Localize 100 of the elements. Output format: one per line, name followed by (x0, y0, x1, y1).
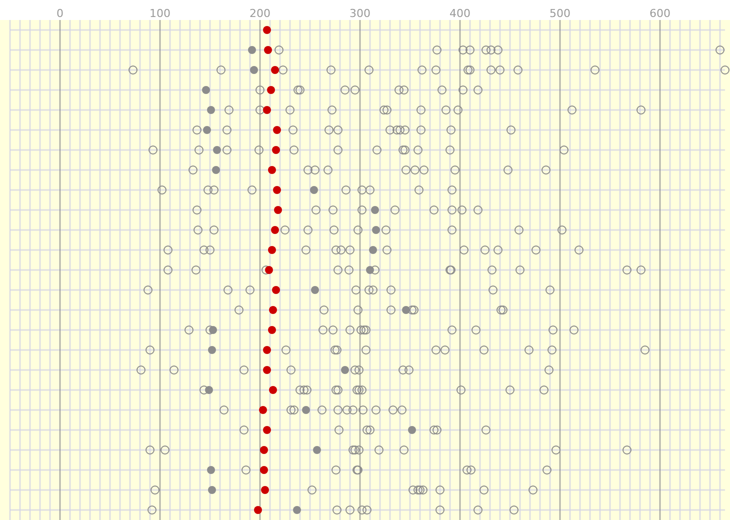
point (208, 346, 216, 354)
point (304, 226, 312, 234)
point (358, 386, 366, 394)
point (267, 86, 275, 94)
point (430, 426, 438, 434)
point (340, 86, 350, 94)
point (488, 286, 498, 294)
point (269, 306, 277, 314)
point (358, 506, 366, 514)
point (382, 226, 390, 234)
point (203, 126, 211, 134)
point (328, 326, 338, 334)
point (418, 486, 428, 494)
point (273, 186, 281, 194)
point (146, 446, 154, 454)
point (432, 426, 442, 434)
point (220, 406, 228, 414)
point (302, 406, 310, 414)
point (268, 166, 276, 174)
point (324, 126, 334, 134)
point (330, 226, 338, 234)
point (274, 206, 282, 214)
point (320, 306, 328, 314)
point (640, 346, 650, 354)
point (456, 386, 466, 394)
point (372, 406, 380, 414)
point (486, 66, 496, 74)
point (342, 406, 352, 414)
point (442, 106, 450, 114)
point (136, 366, 146, 374)
point (208, 486, 216, 494)
point (354, 386, 364, 394)
point (328, 106, 336, 114)
point (486, 46, 496, 54)
point (302, 246, 310, 254)
point (194, 146, 204, 154)
point (202, 86, 210, 94)
point (472, 326, 480, 334)
x-tick-label: 400 (450, 7, 470, 20)
point (496, 66, 504, 74)
point (466, 466, 476, 474)
point (260, 466, 268, 474)
point (264, 46, 272, 54)
point (148, 506, 156, 514)
point (388, 406, 398, 414)
point (524, 346, 534, 354)
point (504, 166, 512, 174)
point (293, 506, 301, 514)
point (222, 146, 232, 154)
point (326, 66, 336, 74)
point (296, 386, 304, 394)
point (432, 46, 442, 54)
point (263, 366, 271, 374)
point (269, 386, 277, 394)
point (332, 506, 342, 514)
point (528, 486, 538, 494)
point (334, 266, 342, 274)
point (192, 266, 200, 274)
point (164, 246, 172, 254)
point (334, 386, 342, 394)
point (282, 346, 290, 354)
point (304, 166, 312, 174)
point (448, 206, 456, 214)
point (420, 166, 428, 174)
point (272, 146, 280, 154)
point (188, 166, 198, 174)
point (544, 366, 554, 374)
point (488, 266, 496, 274)
point (265, 266, 273, 274)
point (498, 306, 508, 314)
point (466, 66, 474, 74)
point (210, 226, 218, 234)
point (396, 126, 404, 134)
point (240, 366, 248, 374)
point (346, 246, 354, 254)
point (263, 26, 271, 34)
point (398, 366, 408, 374)
point (286, 406, 296, 414)
point (410, 166, 420, 174)
point (374, 446, 384, 454)
point (192, 206, 202, 214)
point (418, 66, 426, 74)
point (332, 246, 340, 254)
point (354, 226, 362, 234)
point (720, 66, 730, 74)
point (414, 486, 422, 494)
point (216, 66, 226, 74)
point (354, 366, 364, 374)
point (286, 366, 296, 374)
point (382, 106, 392, 114)
point (496, 306, 506, 314)
point (636, 106, 646, 114)
point (362, 506, 372, 514)
point (514, 226, 524, 234)
point (256, 106, 264, 114)
point (416, 126, 426, 134)
point (160, 446, 170, 454)
point (278, 66, 288, 74)
point (354, 446, 364, 454)
point (474, 506, 482, 514)
